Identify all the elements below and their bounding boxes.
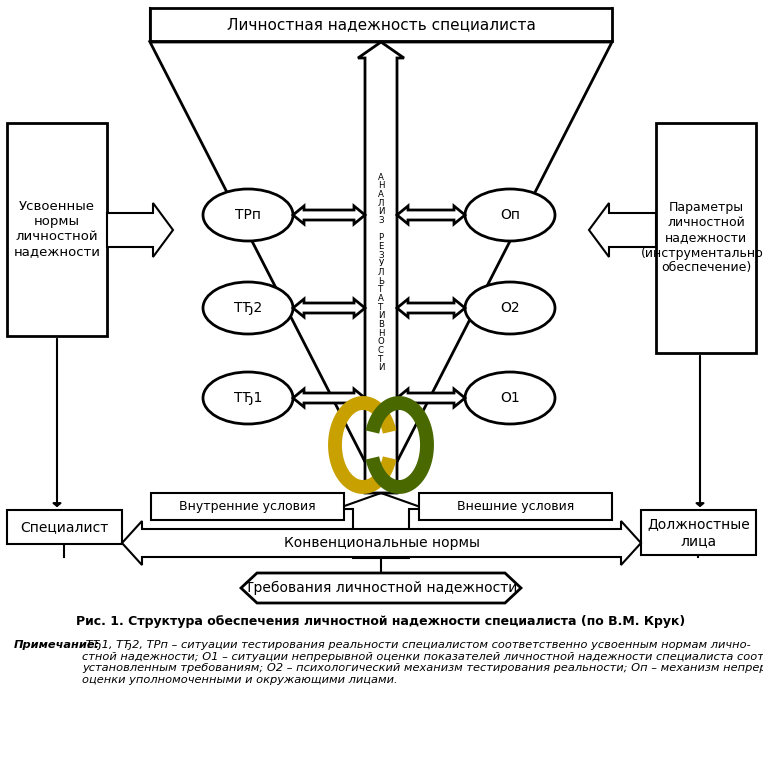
Bar xyxy=(150,8,612,41)
Polygon shape xyxy=(589,203,656,257)
Ellipse shape xyxy=(203,189,293,241)
Text: ТЂ2: ТЂ2 xyxy=(234,301,262,315)
Polygon shape xyxy=(397,389,465,407)
Ellipse shape xyxy=(203,282,293,334)
Text: ТЂ1, ТЂ2, ТРп – ситуации тестирования реальности специалистом соответственно усв: ТЂ1, ТЂ2, ТРп – ситуации тестирования ре… xyxy=(82,640,763,685)
Text: А
Н
А
Л
И
З
 
Р
Е
З
У
Л
Ь
Т
А
Т
И
В
Н
О
С
Т
И: А Н А Л И З Р Е З У Л Ь Т А Т И В Н О С … xyxy=(378,173,385,372)
Text: Усвоенные
нормы
личностной
надежности: Усвоенные нормы личностной надежности xyxy=(14,201,101,258)
Text: Рис. 1. Структура обеспечения личностной надежности специалиста (по В.М. Крук): Рис. 1. Структура обеспечения личностной… xyxy=(76,615,686,628)
Bar xyxy=(7,123,107,336)
Polygon shape xyxy=(107,203,173,257)
Bar xyxy=(7,510,122,544)
Ellipse shape xyxy=(465,372,555,424)
Text: Требования личностной надежности: Требования личностной надежности xyxy=(245,581,517,595)
Text: Примечание:: Примечание: xyxy=(14,640,100,650)
Text: Внутренние условия: Внутренние условия xyxy=(179,500,316,513)
Bar xyxy=(151,493,344,520)
Bar xyxy=(419,493,612,520)
Polygon shape xyxy=(397,206,465,224)
Bar xyxy=(656,123,756,353)
Text: ТЂ1: ТЂ1 xyxy=(233,391,262,405)
Polygon shape xyxy=(293,299,365,317)
Text: Конвенциональные нормы: Конвенциональные нормы xyxy=(284,536,479,550)
Text: О2: О2 xyxy=(501,301,520,315)
Ellipse shape xyxy=(465,282,555,334)
Text: Личностная надежность специалиста: Личностная надежность специалиста xyxy=(227,17,536,32)
Text: Должностные
лица: Должностные лица xyxy=(647,518,750,548)
Ellipse shape xyxy=(203,372,293,424)
Polygon shape xyxy=(241,573,521,603)
Polygon shape xyxy=(397,299,465,317)
Text: ТРп: ТРп xyxy=(235,208,261,222)
Text: О1: О1 xyxy=(500,391,520,405)
Polygon shape xyxy=(293,206,365,224)
Polygon shape xyxy=(122,521,641,565)
Text: Внешние условия: Внешние условия xyxy=(457,500,574,513)
Text: Параметры
личностной
надежности
(инструментальное
обеспечение): Параметры личностной надежности (инструм… xyxy=(641,201,763,275)
Polygon shape xyxy=(358,42,404,493)
Bar xyxy=(641,510,756,555)
Polygon shape xyxy=(293,389,365,407)
Text: Специалист: Специалист xyxy=(21,520,108,534)
Polygon shape xyxy=(336,493,426,558)
Ellipse shape xyxy=(465,189,555,241)
Text: Оп: Оп xyxy=(500,208,520,222)
